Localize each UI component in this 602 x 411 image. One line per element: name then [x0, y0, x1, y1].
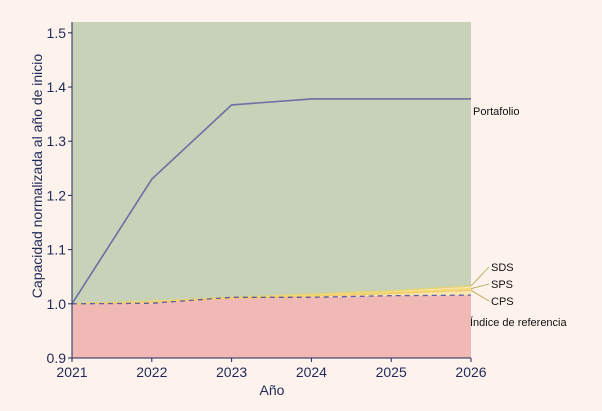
y-tick-label: 1.5 — [47, 25, 67, 41]
y-tick-label: 1.2 — [47, 187, 67, 203]
x-axis-title: Año — [260, 382, 285, 398]
x-tick-label: 2024 — [296, 364, 327, 380]
y-tick-label: 1.4 — [47, 79, 67, 95]
series-label-cps: CPS — [491, 296, 514, 308]
area-below-benchmark — [72, 295, 471, 358]
x-tick-label: 2021 — [56, 364, 87, 380]
area-above-scenarios — [72, 22, 471, 304]
series-line-portafolio — [71, 98, 471, 305]
series-label-portafolio: Portafolio — [473, 106, 519, 118]
y-tick-label: 1.1 — [47, 242, 67, 258]
y-axis-title: Capacidad normalizada al año de inicio — [29, 54, 45, 299]
series-line-indice-de-referencia — [71, 294, 472, 305]
series-labels: Portafolio SDS SPS CPS Índice de referencia — [470, 106, 567, 329]
y-tick-label: 1.0 — [47, 296, 67, 312]
y-axis: 0.9 1.0 1.1 1.2 1.3 1.4 1.5 — [47, 25, 72, 366]
leader-line-cps — [470, 289, 490, 302]
x-tick-label: 2022 — [136, 364, 167, 380]
x-tick-label: 2026 — [455, 364, 486, 380]
x-axis: 2021 2022 2023 2024 2025 2026 — [56, 358, 487, 380]
leader-line-sds — [470, 266, 490, 287]
x-tick-label: 2025 — [376, 364, 407, 380]
plot-area — [71, 22, 472, 359]
y-tick-label: 0.9 — [47, 350, 67, 366]
y-tick-label: 1.3 — [47, 133, 67, 149]
series-label-sds: SDS — [491, 262, 514, 274]
leader-line-sps — [470, 283, 490, 290]
x-tick-label: 2023 — [216, 364, 247, 380]
series-label-sps: SPS — [491, 279, 513, 291]
scenario-band — [72, 285, 471, 304]
series-label-indice-de-referencia: Índice de referencia — [470, 316, 567, 329]
